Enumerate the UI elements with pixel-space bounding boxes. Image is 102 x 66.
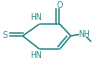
Text: S: S [2, 31, 7, 40]
Text: HN: HN [30, 13, 42, 22]
Text: HN: HN [30, 51, 42, 60]
Text: O: O [57, 1, 63, 10]
Text: NH: NH [79, 30, 90, 39]
